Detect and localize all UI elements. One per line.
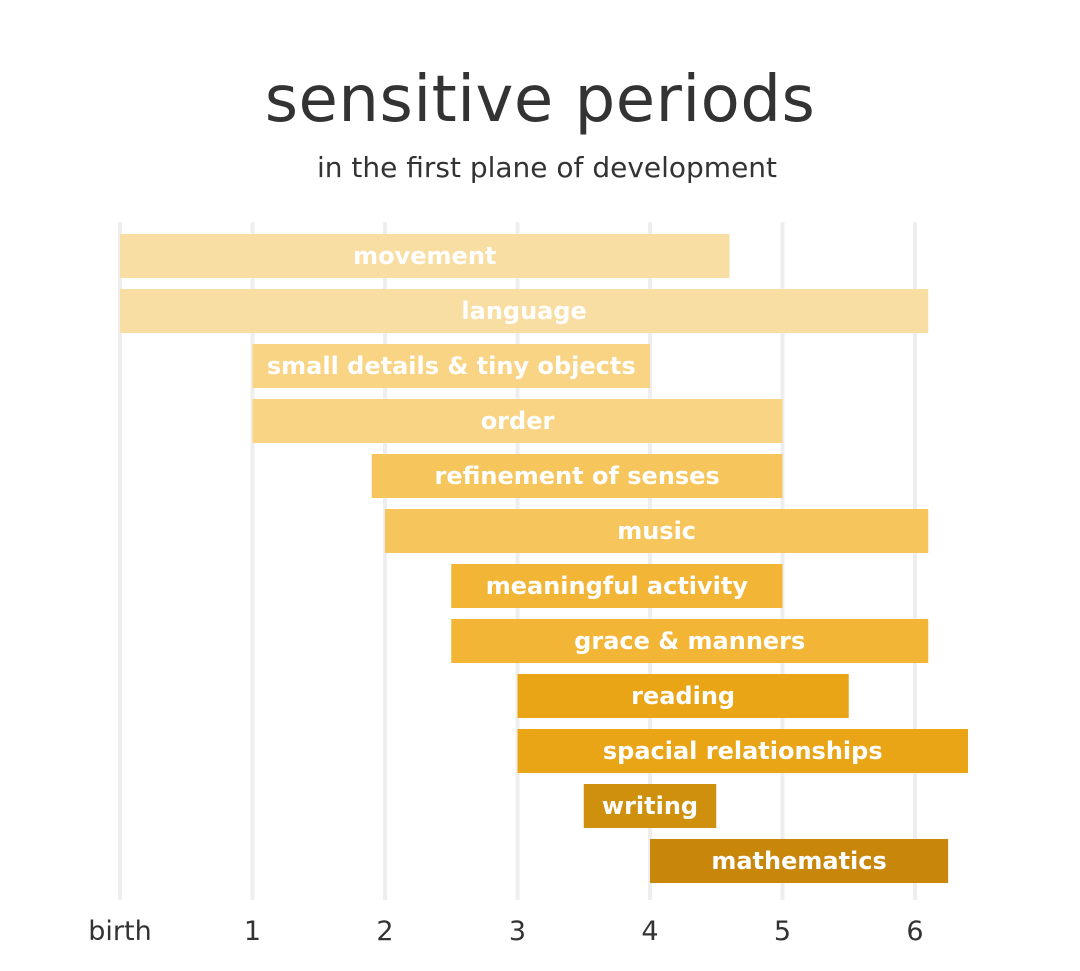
bar-label-5: music [617, 517, 696, 545]
bar-label-10: writing [602, 792, 698, 820]
bar-2 [252, 344, 650, 388]
bar-label-3: order [481, 407, 555, 435]
bar-label-4: refinement of senses [435, 462, 720, 490]
bars: movement language small details & tiny obj… [120, 234, 968, 883]
bar-5 [385, 509, 929, 553]
bar-10 [583, 784, 717, 828]
bar-label-9: spacial relationships [603, 737, 883, 765]
bar-3 [252, 399, 783, 443]
chart-subtitle: in the first plane of development [316, 151, 778, 184]
bar-label-2: small details & tiny objects [267, 352, 636, 380]
bar-11 [650, 839, 949, 883]
bar-7 [451, 619, 929, 663]
bar-4 [371, 454, 783, 498]
x-axis-ticks: birth 1 2 3 4 5 6 [88, 916, 923, 947]
x-tick-label-6: 6 [906, 916, 923, 947]
bar-label-7: grace & manners [574, 627, 805, 655]
bar-0 [120, 234, 730, 278]
bar-8 [517, 674, 849, 718]
chart-title: sensitive periods [264, 63, 816, 137]
bar-1 [120, 289, 929, 333]
x-tick-label-4: 4 [641, 916, 658, 947]
x-tick-label-2: 2 [376, 916, 393, 947]
bar-label-0: movement [353, 242, 496, 270]
bar-label-6: meaningful activity [486, 572, 749, 600]
x-tick-label-1: 1 [244, 916, 261, 947]
bar-label-1: language [461, 297, 586, 325]
grid-lines [118, 222, 917, 900]
bar-label-11: mathematics [711, 847, 886, 875]
x-tick-label-3: 3 [509, 916, 526, 947]
x-tick-label-0: birth [88, 916, 151, 947]
bar-9 [517, 729, 968, 773]
bar-6 [451, 564, 783, 608]
x-tick-label-5: 5 [774, 916, 791, 947]
bar-label-8: reading [631, 682, 735, 710]
